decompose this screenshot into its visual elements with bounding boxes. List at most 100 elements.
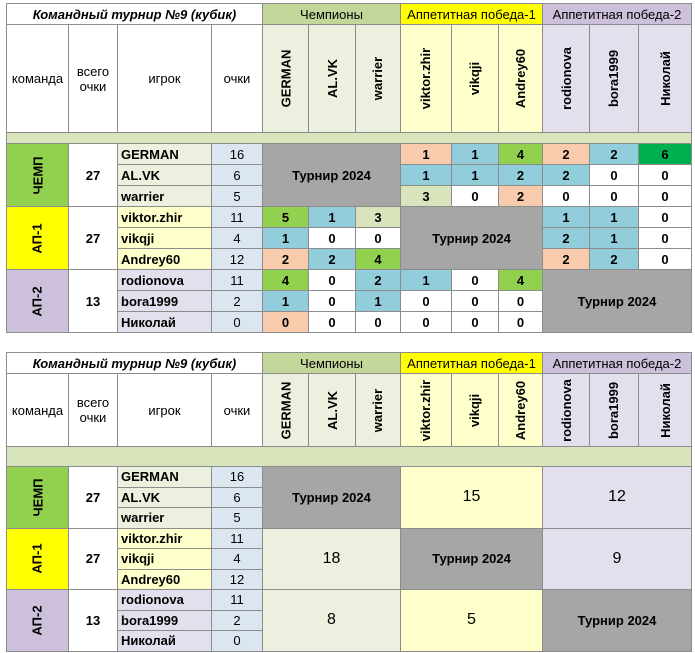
score-cell: 0 <box>400 311 452 333</box>
score-cell: 1 <box>451 143 499 165</box>
score-cell-text: 0 <box>661 167 669 183</box>
score-cell-text: 2 <box>516 167 525 183</box>
score-cell: 6 <box>638 143 692 165</box>
score-cell-text: 0 <box>516 314 525 330</box>
score-cell-text: 1 <box>422 272 430 288</box>
player-header-text: vikqji <box>467 61 483 96</box>
score-cell-text: 0 <box>471 272 479 288</box>
player-header-text: GERMAN <box>278 49 293 108</box>
player-name-text: rodionova <box>121 592 184 608</box>
player-header-text: GERMAN <box>278 381 293 439</box>
score-cell: 1 <box>542 206 590 228</box>
tournament-block-text: Турнир 2024 <box>292 167 371 183</box>
team-total: 27 <box>68 206 118 270</box>
group-header-text: Чемпионы <box>300 6 363 22</box>
team-total-text: 13 <box>85 293 101 309</box>
score-cell: 1 <box>308 206 356 228</box>
player-header: rodionova <box>542 373 590 447</box>
player-points: 4 <box>211 548 263 570</box>
group-header: Аппетитная победа-1 <box>400 352 543 374</box>
player-points: 0 <box>211 311 263 333</box>
team-total-text: 27 <box>85 489 101 505</box>
player-name: viktor.zhir <box>117 206 212 228</box>
tournament-block: Турнир 2024 <box>262 143 401 207</box>
player-header: bora1999 <box>589 373 639 447</box>
player-name-text: Николай <box>121 633 176 649</box>
block-total-text: 9 <box>612 549 622 567</box>
score-cell: 0 <box>308 311 356 333</box>
player-points-text: 5 <box>233 188 241 204</box>
player-points-text: 6 <box>233 167 241 183</box>
group-header-text: Чемпионы <box>300 355 363 371</box>
player-header-text: warrier <box>370 388 386 432</box>
team-total-text: 27 <box>85 551 101 567</box>
player-name-text: rodionova <box>121 272 184 288</box>
group-header: Чемпионы <box>262 352 401 374</box>
team-total-text: 27 <box>85 230 101 246</box>
player-points-text: 11 <box>230 592 244 608</box>
score-cell-text: 0 <box>661 209 669 225</box>
score-cell: 1 <box>262 290 309 312</box>
player-header-text: AL.VK <box>324 390 340 430</box>
player-header-text: rodionova <box>558 47 574 110</box>
table-title-text: Командный турнир №9 (кубик) <box>32 355 237 371</box>
score-cell: 2 <box>262 248 309 270</box>
score-cell: 0 <box>451 269 499 291</box>
group-header: Аппетитная победа-1 <box>400 3 543 25</box>
score-cell: 0 <box>638 248 692 270</box>
score-cell-text: 2 <box>610 146 618 162</box>
column-header-text: очки <box>223 71 251 86</box>
group-header-text: Аппетитная победа-1 <box>407 6 536 22</box>
group-header: Аппетитная победа-2 <box>542 3 692 25</box>
team-total: 13 <box>68 269 118 333</box>
score-cell: 2 <box>308 248 356 270</box>
score-cell-text: 0 <box>562 188 570 204</box>
score-cell: 0 <box>451 290 499 312</box>
block-total: 15 <box>400 466 543 529</box>
player-header: vikqji <box>451 373 499 447</box>
score-cell-text: 0 <box>328 293 336 309</box>
player-name-text: warrier <box>121 188 165 204</box>
player-name-text: vikqji <box>121 230 155 246</box>
player-header: viktor.zhir <box>400 24 452 133</box>
player-name-text: AL.VK <box>121 167 160 183</box>
tournament-block-text: Турнир 2024 <box>432 230 511 246</box>
player-name-text: AL.VK <box>121 489 160 505</box>
score-cell: 0 <box>308 290 356 312</box>
tournament-block: Турнир 2024 <box>542 589 692 652</box>
player-header: rodionova <box>542 24 590 133</box>
player-points: 16 <box>211 143 263 165</box>
group-header-text: Аппетитная победа-2 <box>552 6 682 22</box>
player-name-text: Николай <box>121 314 176 330</box>
player-points: 6 <box>211 486 263 508</box>
player-points: 5 <box>211 185 263 207</box>
block-total: 12 <box>542 466 692 529</box>
score-cell: 0 <box>638 164 692 186</box>
tournament-block: Турнир 2024 <box>400 527 543 590</box>
player-header: viktor.zhir <box>400 373 452 447</box>
player-name: Andrey60 <box>117 568 212 590</box>
block-total-text: 18 <box>322 549 341 567</box>
score-cell: 0 <box>355 227 401 249</box>
team-total: 13 <box>68 589 118 652</box>
score-cell-text: 0 <box>661 230 669 246</box>
score-cell-text: 0 <box>610 188 618 204</box>
column-header: игрок <box>117 373 212 447</box>
score-cell-text: 1 <box>471 167 479 183</box>
team-total: 27 <box>68 143 118 207</box>
player-name-text: warrier <box>121 510 165 526</box>
player-name: warrier <box>117 507 212 529</box>
player-header-text: bora1999 <box>606 381 622 439</box>
score-cell-text: 1 <box>281 293 290 309</box>
score-cell: 2 <box>542 143 590 165</box>
column-header-text: команда <box>11 71 64 86</box>
score-cell-text: 0 <box>328 272 336 288</box>
score-cell: 5 <box>262 206 309 228</box>
score-cell-text: 0 <box>374 230 382 246</box>
player-points: 11 <box>211 527 263 549</box>
block-total-text: 8 <box>327 611 336 629</box>
score-cell-text: 0 <box>328 314 336 330</box>
score-cell-text: 0 <box>661 251 669 267</box>
tournament-block-text: Турнир 2024 <box>432 551 511 567</box>
